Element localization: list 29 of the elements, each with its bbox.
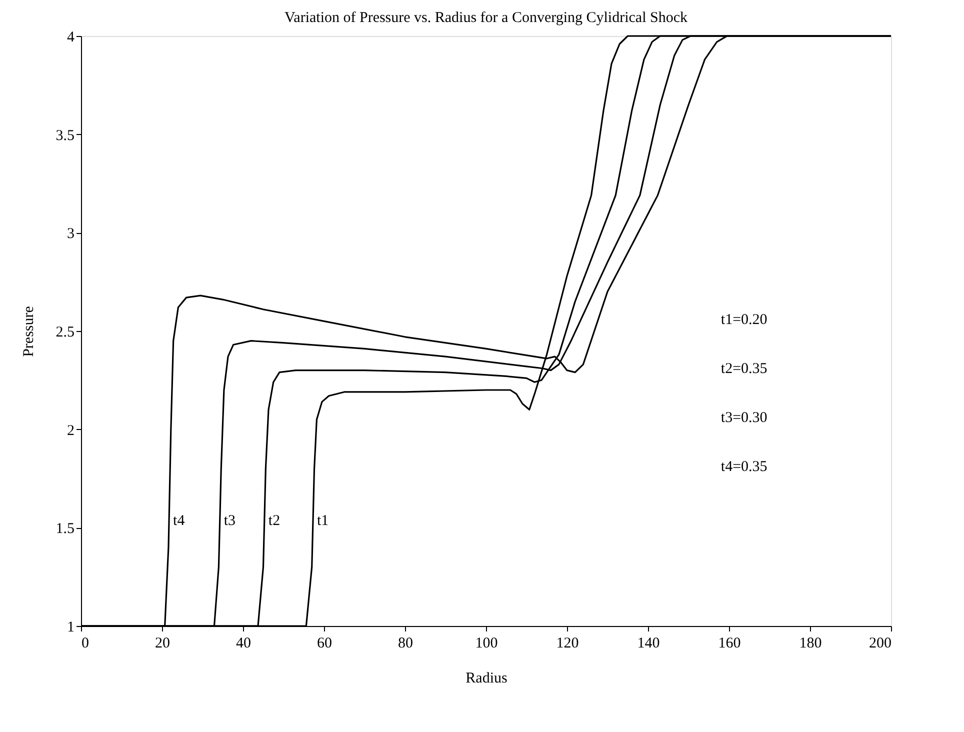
x-tick-label: 20 [155, 636, 170, 652]
x-tick-label: 0 [82, 636, 89, 652]
x-tick-label: 100 [475, 636, 498, 652]
y-tick-label: 3.5 [56, 128, 74, 144]
y-tick-label: 3 [67, 226, 74, 242]
annotation: t4=0.35 [720, 459, 768, 476]
series-label: t2 [268, 512, 280, 529]
annotation: t2=0.35 [720, 361, 768, 378]
x-tick-label: 80 [398, 636, 413, 652]
series-label: t4 [173, 512, 186, 529]
x-tick-label: 180 [799, 636, 822, 652]
x-tick-label: 60 [317, 636, 332, 652]
y-axis-title: Pressure [20, 306, 37, 357]
annotation: t3=0.30 [720, 410, 768, 426]
chart-title: Variation of Pressure vs. Radius for a Converging Cylidrical Shock [284, 10, 688, 26]
x-tick-label: 200 [869, 636, 892, 652]
series-label: t3 [224, 512, 236, 529]
y-tick-label: 1 [67, 620, 74, 636]
y-tick-label: 2.5 [56, 324, 74, 340]
x-tick-label: 120 [556, 636, 579, 652]
y-tick-label: 1.5 [56, 521, 74, 538]
x-axis-title: Radius [466, 670, 508, 686]
y-tick-label: 2 [67, 422, 74, 439]
annotation: t1=0.20 [720, 312, 768, 328]
x-tick-label: 40 [236, 636, 251, 652]
x-tick-label: 140 [637, 636, 660, 652]
series-label: t1 [317, 512, 329, 529]
y-tick-label: 4 [67, 30, 75, 46]
x-tick-label: 160 [718, 636, 741, 652]
